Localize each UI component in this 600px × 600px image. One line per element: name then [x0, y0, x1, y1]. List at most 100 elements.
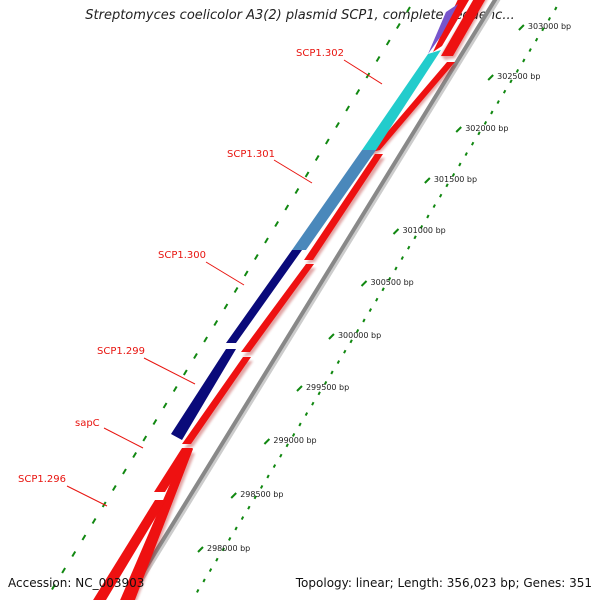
minor-tick [330, 370, 334, 375]
tick-label: 302000 bp [465, 124, 508, 133]
minor-tick [202, 578, 206, 583]
minor-tick [368, 308, 372, 313]
minor-tick [182, 369, 188, 376]
minor-tick [385, 39, 391, 46]
gene-label[interactable]: SCP1.300 [158, 250, 206, 261]
sequence-backbone [123, 0, 501, 600]
minor-tick [294, 187, 300, 195]
gene-label[interactable]: SCP1.302 [296, 48, 344, 59]
minor-tick [451, 172, 456, 177]
minor-tick [335, 121, 340, 129]
minor-tick [324, 138, 330, 145]
minor-tick [375, 55, 381, 63]
minor-tick [272, 464, 277, 469]
gene-leader-line [103, 427, 144, 449]
gene-label[interactable]: SCP1.301 [227, 149, 275, 160]
gene-label[interactable]: SCP1.296 [18, 474, 66, 485]
minor-ticks-inner [51, 6, 411, 591]
minor-tick [233, 286, 239, 294]
tick-label: 300000 bp [338, 331, 381, 340]
minor-tick [470, 141, 475, 146]
gene-arrow-scp1-299-pair[interactable] [182, 357, 253, 449]
major-tick [328, 333, 335, 340]
tick-label: 298000 bp [207, 544, 250, 553]
minor-tick [375, 297, 379, 302]
minor-tick [172, 385, 178, 393]
gene-leader-line [205, 261, 245, 286]
forward-strand-genes [118, 0, 490, 600]
gene-bar-scp1-300[interactable] [226, 250, 302, 343]
major-tick [296, 385, 303, 392]
minor-tick [362, 318, 366, 323]
minor-tick [439, 193, 443, 198]
minor-tick [51, 583, 56, 591]
genome-stats-text: Topology: linear; Length: 356,023 bp; Ge… [295, 576, 592, 590]
gene-arrow-scp1-302-pair[interactable] [370, 62, 457, 156]
minor-tick [419, 224, 424, 229]
gene-arrow-mid[interactable] [304, 154, 385, 264]
major-tick [455, 126, 462, 133]
minor-tick [274, 220, 279, 228]
major-tick [518, 24, 525, 31]
tick-label: 299500 bp [306, 383, 349, 392]
minor-tick [394, 266, 398, 271]
tick-label: 298500 bp [240, 490, 283, 499]
major-tick [230, 492, 237, 499]
tick-label: 299000 bp [273, 436, 316, 445]
reverse-strand-genes [90, 0, 472, 600]
minor-tick [534, 37, 539, 42]
gene-label[interactable]: SCP1.299 [97, 346, 145, 357]
minor-tick [304, 171, 310, 178]
minor-tick [432, 204, 436, 209]
minor-tick [247, 505, 251, 510]
minor-tick [343, 349, 347, 354]
minor-tick [522, 58, 526, 63]
minor-tick [266, 474, 270, 479]
minor-tick [81, 534, 87, 541]
minor-tick [407, 245, 411, 250]
minor-tick [395, 22, 401, 30]
gene-arrow-bottom[interactable] [118, 449, 195, 600]
gene-arrow-scp1-300-pair[interactable] [241, 264, 316, 357]
gene-labels: SCP1.302 SCP1.301 SCP1.300 SCP1.299 sapC SCP1… [18, 48, 383, 507]
minor-tick [502, 89, 507, 94]
minor-tick [541, 27, 545, 32]
minor-tick [162, 402, 168, 409]
minor-tick [496, 100, 500, 105]
minor-tick [336, 360, 341, 365]
major-tick [360, 280, 368, 287]
minor-tick [91, 517, 97, 525]
accession-text: Accession: NC_003903 [8, 576, 145, 590]
gene-bar-top-red[interactable] [433, 0, 472, 52]
minor-tick [203, 336, 208, 343]
minor-tick [323, 380, 328, 385]
gene-bar-purple[interactable] [428, 4, 458, 54]
minor-tick [132, 451, 137, 459]
minor-tick [483, 120, 488, 125]
minor-tick [458, 162, 462, 167]
major-tick [424, 177, 431, 184]
minor-tick [228, 536, 232, 541]
minor-tick [445, 183, 449, 188]
minor-tick [152, 418, 158, 426]
minor-tick [400, 256, 404, 261]
gene-bar-scp1-296[interactable] [90, 500, 166, 600]
minor-tick [253, 495, 257, 500]
minor-tick [285, 443, 289, 448]
minor-tick [221, 547, 225, 552]
minor-tick [196, 588, 200, 593]
minor-tick [509, 79, 513, 84]
gene-bar-scp1-299[interactable] [171, 349, 236, 440]
minor-tick [291, 432, 296, 437]
gene-leader-line [273, 159, 313, 184]
minor-tick [111, 484, 117, 492]
gene-bar-sapc[interactable] [154, 448, 193, 492]
tick-label: 301500 bp [434, 175, 477, 184]
gene-bar-scp1-302[interactable] [362, 50, 441, 150]
minor-tick [234, 526, 238, 531]
minor-tick [264, 237, 269, 244]
gene-bar-scp1-301[interactable] [292, 150, 376, 250]
gene-label[interactable]: sapC [75, 418, 100, 429]
gene-arrow-top[interactable] [441, 0, 490, 60]
